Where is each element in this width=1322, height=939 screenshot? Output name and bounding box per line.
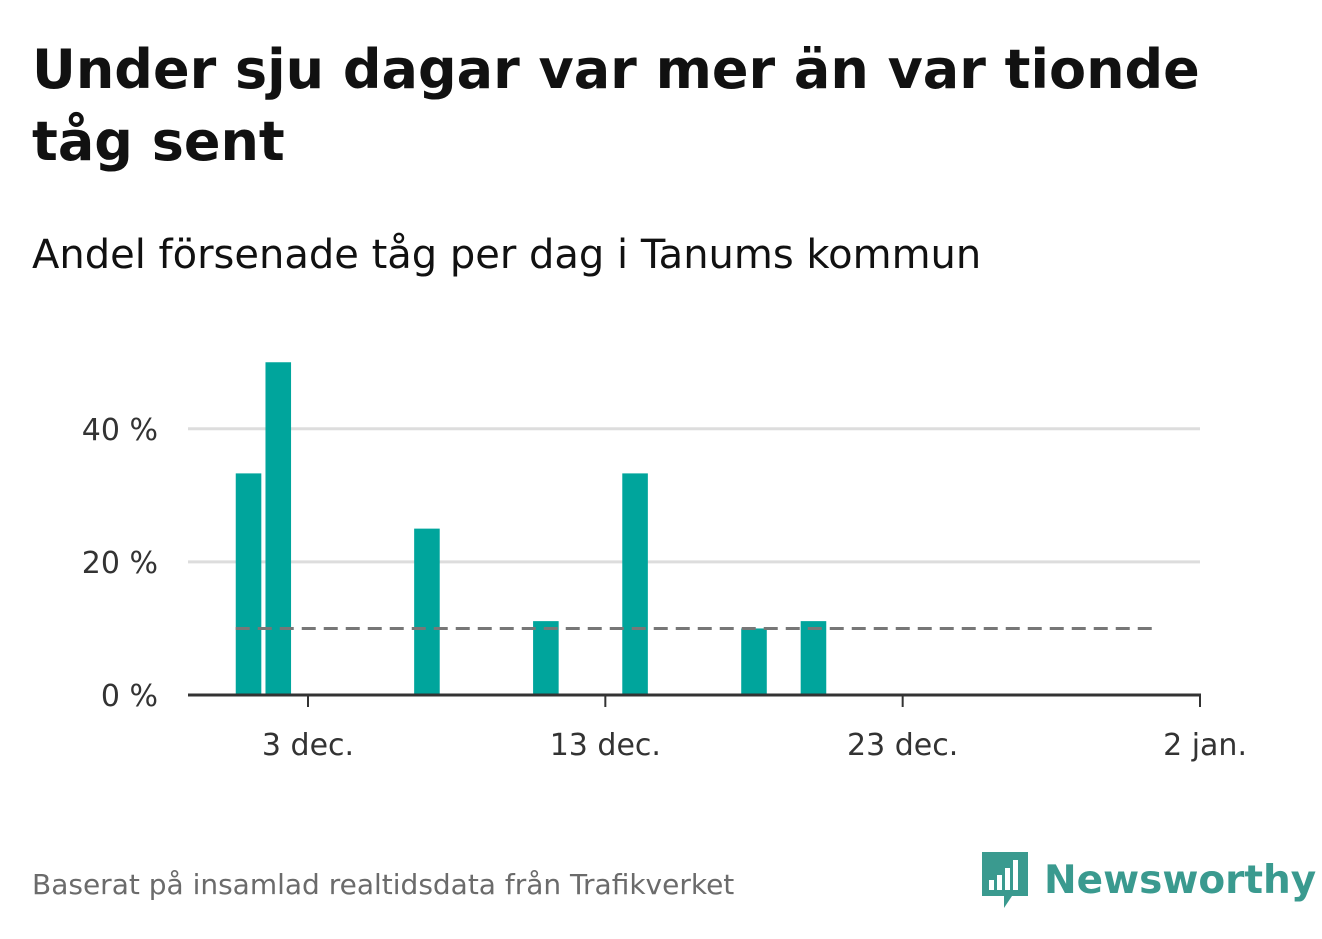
y-tick-label: 20 %	[82, 546, 158, 581]
chart-subtitle: Andel försenade tåg per dag i Tanums kom…	[32, 232, 982, 278]
newsworthy-logo-icon	[982, 852, 1028, 908]
x-tick-label: 13 dec.	[550, 728, 661, 763]
brand-name: Newsworthy	[1044, 857, 1317, 903]
x-tick-label: 3 dec.	[262, 728, 354, 763]
bar	[622, 473, 648, 695]
bar-chart: 0 % 20 % 40 % 3 dec. 13 dec. 23 dec. 2 jan.	[82, 362, 1247, 763]
x-axis-ticks: 3 dec. 13 dec. 23 dec. 2 jan.	[262, 695, 1247, 763]
source-note: Baserat på insamlad realtidsdata från Tr…	[32, 868, 735, 901]
x-tick-label: 23 dec.	[847, 728, 958, 763]
bar	[741, 628, 767, 695]
bars	[235, 362, 827, 695]
chart-title: Under sju dagar var mer än var tionde tå…	[32, 38, 1200, 173]
bar	[414, 528, 440, 695]
x-tick-label: 2 jan.	[1163, 728, 1247, 763]
bar	[235, 473, 262, 695]
bar	[533, 621, 559, 695]
brand-logo: Newsworthy	[980, 848, 1316, 912]
y-axis-ticks: 0 % 20 % 40 %	[82, 413, 158, 714]
bar	[800, 621, 827, 695]
y-tick-label: 40 %	[82, 413, 158, 448]
y-tick-label: 0 %	[101, 679, 158, 714]
bar	[265, 362, 292, 695]
grid-lines	[188, 427, 1200, 564]
